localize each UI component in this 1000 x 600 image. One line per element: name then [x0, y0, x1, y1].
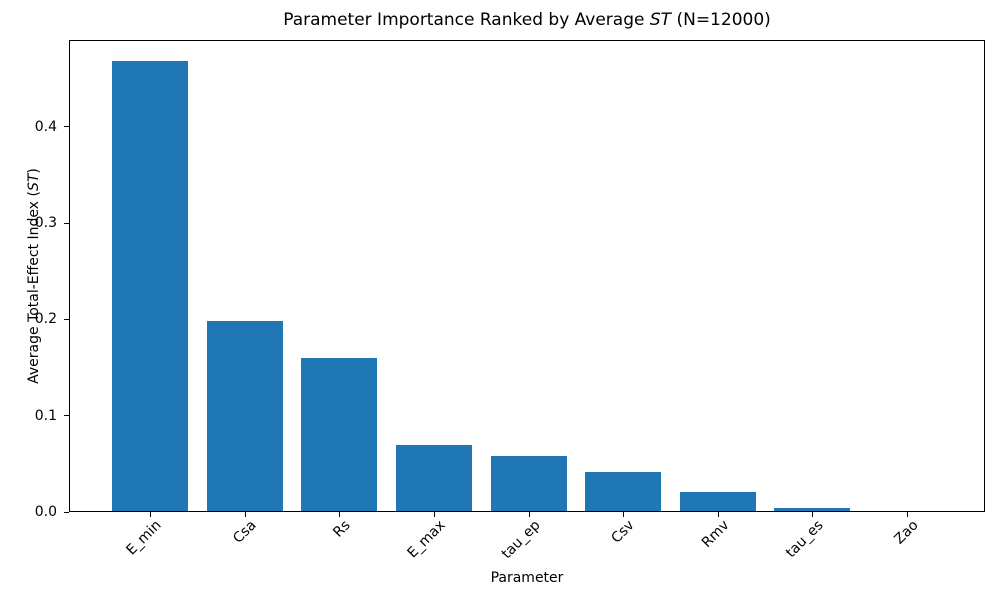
- y-tick-label-0.3: 0.3: [34, 215, 57, 232]
- x-tick-label-Csv: Csv: [608, 517, 638, 547]
- y-tick-label-0.2: 0.2: [34, 311, 57, 328]
- x-tick-label-Rs: Rs: [330, 517, 354, 541]
- x-tick-mark: [339, 512, 341, 517]
- x-tick-label-E_max: E_max: [404, 517, 449, 562]
- chart-title-text: Parameter Importance Ranked by Average: [283, 10, 650, 30]
- bar-Csa: [206, 321, 283, 511]
- x-tick-label-Rmv: Rmv: [698, 517, 733, 551]
- x-tick-label-Csa: Csa: [229, 517, 260, 547]
- bar-E_max: [395, 445, 472, 511]
- x-tick-mark: [717, 512, 719, 517]
- x-tick-label-tau_es: tau_es: [783, 517, 827, 562]
- y-tick-mark: [64, 126, 69, 128]
- chart-title: Parameter Importance Ranked by Average S…: [227, 10, 827, 30]
- y-tick-mark: [64, 222, 69, 224]
- bar-Csv: [585, 472, 662, 511]
- bar-tau_ep: [490, 456, 567, 511]
- y-axis-label: Average Total-Effect Index (ST): [26, 168, 42, 384]
- x-tick-mark: [812, 512, 814, 517]
- y-tick-label-0.0: 0.0: [34, 504, 57, 520]
- chart-title-suffix: (N=12000): [671, 10, 771, 30]
- y-axis-label-suffix: ): [26, 168, 42, 174]
- x-tick-label-tau_ep: tau_ep: [498, 517, 544, 563]
- x-tick-label-Zao: Zao: [891, 517, 922, 548]
- y-tick-mark: [64, 318, 69, 320]
- chart-title-italic: ST: [649, 10, 672, 30]
- x-tick-mark: [244, 512, 246, 517]
- bar-Rmv: [679, 492, 756, 511]
- plot-area: [69, 40, 985, 512]
- x-tick-label-E_min: E_min: [123, 517, 165, 559]
- x-tick-mark: [528, 512, 530, 517]
- y-tick-mark: [64, 415, 69, 417]
- bar-E_min: [112, 61, 189, 511]
- y-tick-label-0.4: 0.4: [34, 118, 57, 135]
- y-tick-mark: [64, 511, 69, 513]
- x-tick-mark: [433, 512, 435, 517]
- x-tick-mark: [906, 512, 908, 517]
- x-axis-label: Parameter: [490, 570, 564, 586]
- y-axis-label-italic: ST: [26, 173, 42, 192]
- bar-tau_es: [774, 508, 851, 511]
- x-tick-mark: [150, 512, 152, 517]
- bar-Rs: [301, 358, 378, 511]
- y-tick-label-0.1: 0.1: [34, 407, 57, 424]
- x-tick-mark: [623, 512, 625, 517]
